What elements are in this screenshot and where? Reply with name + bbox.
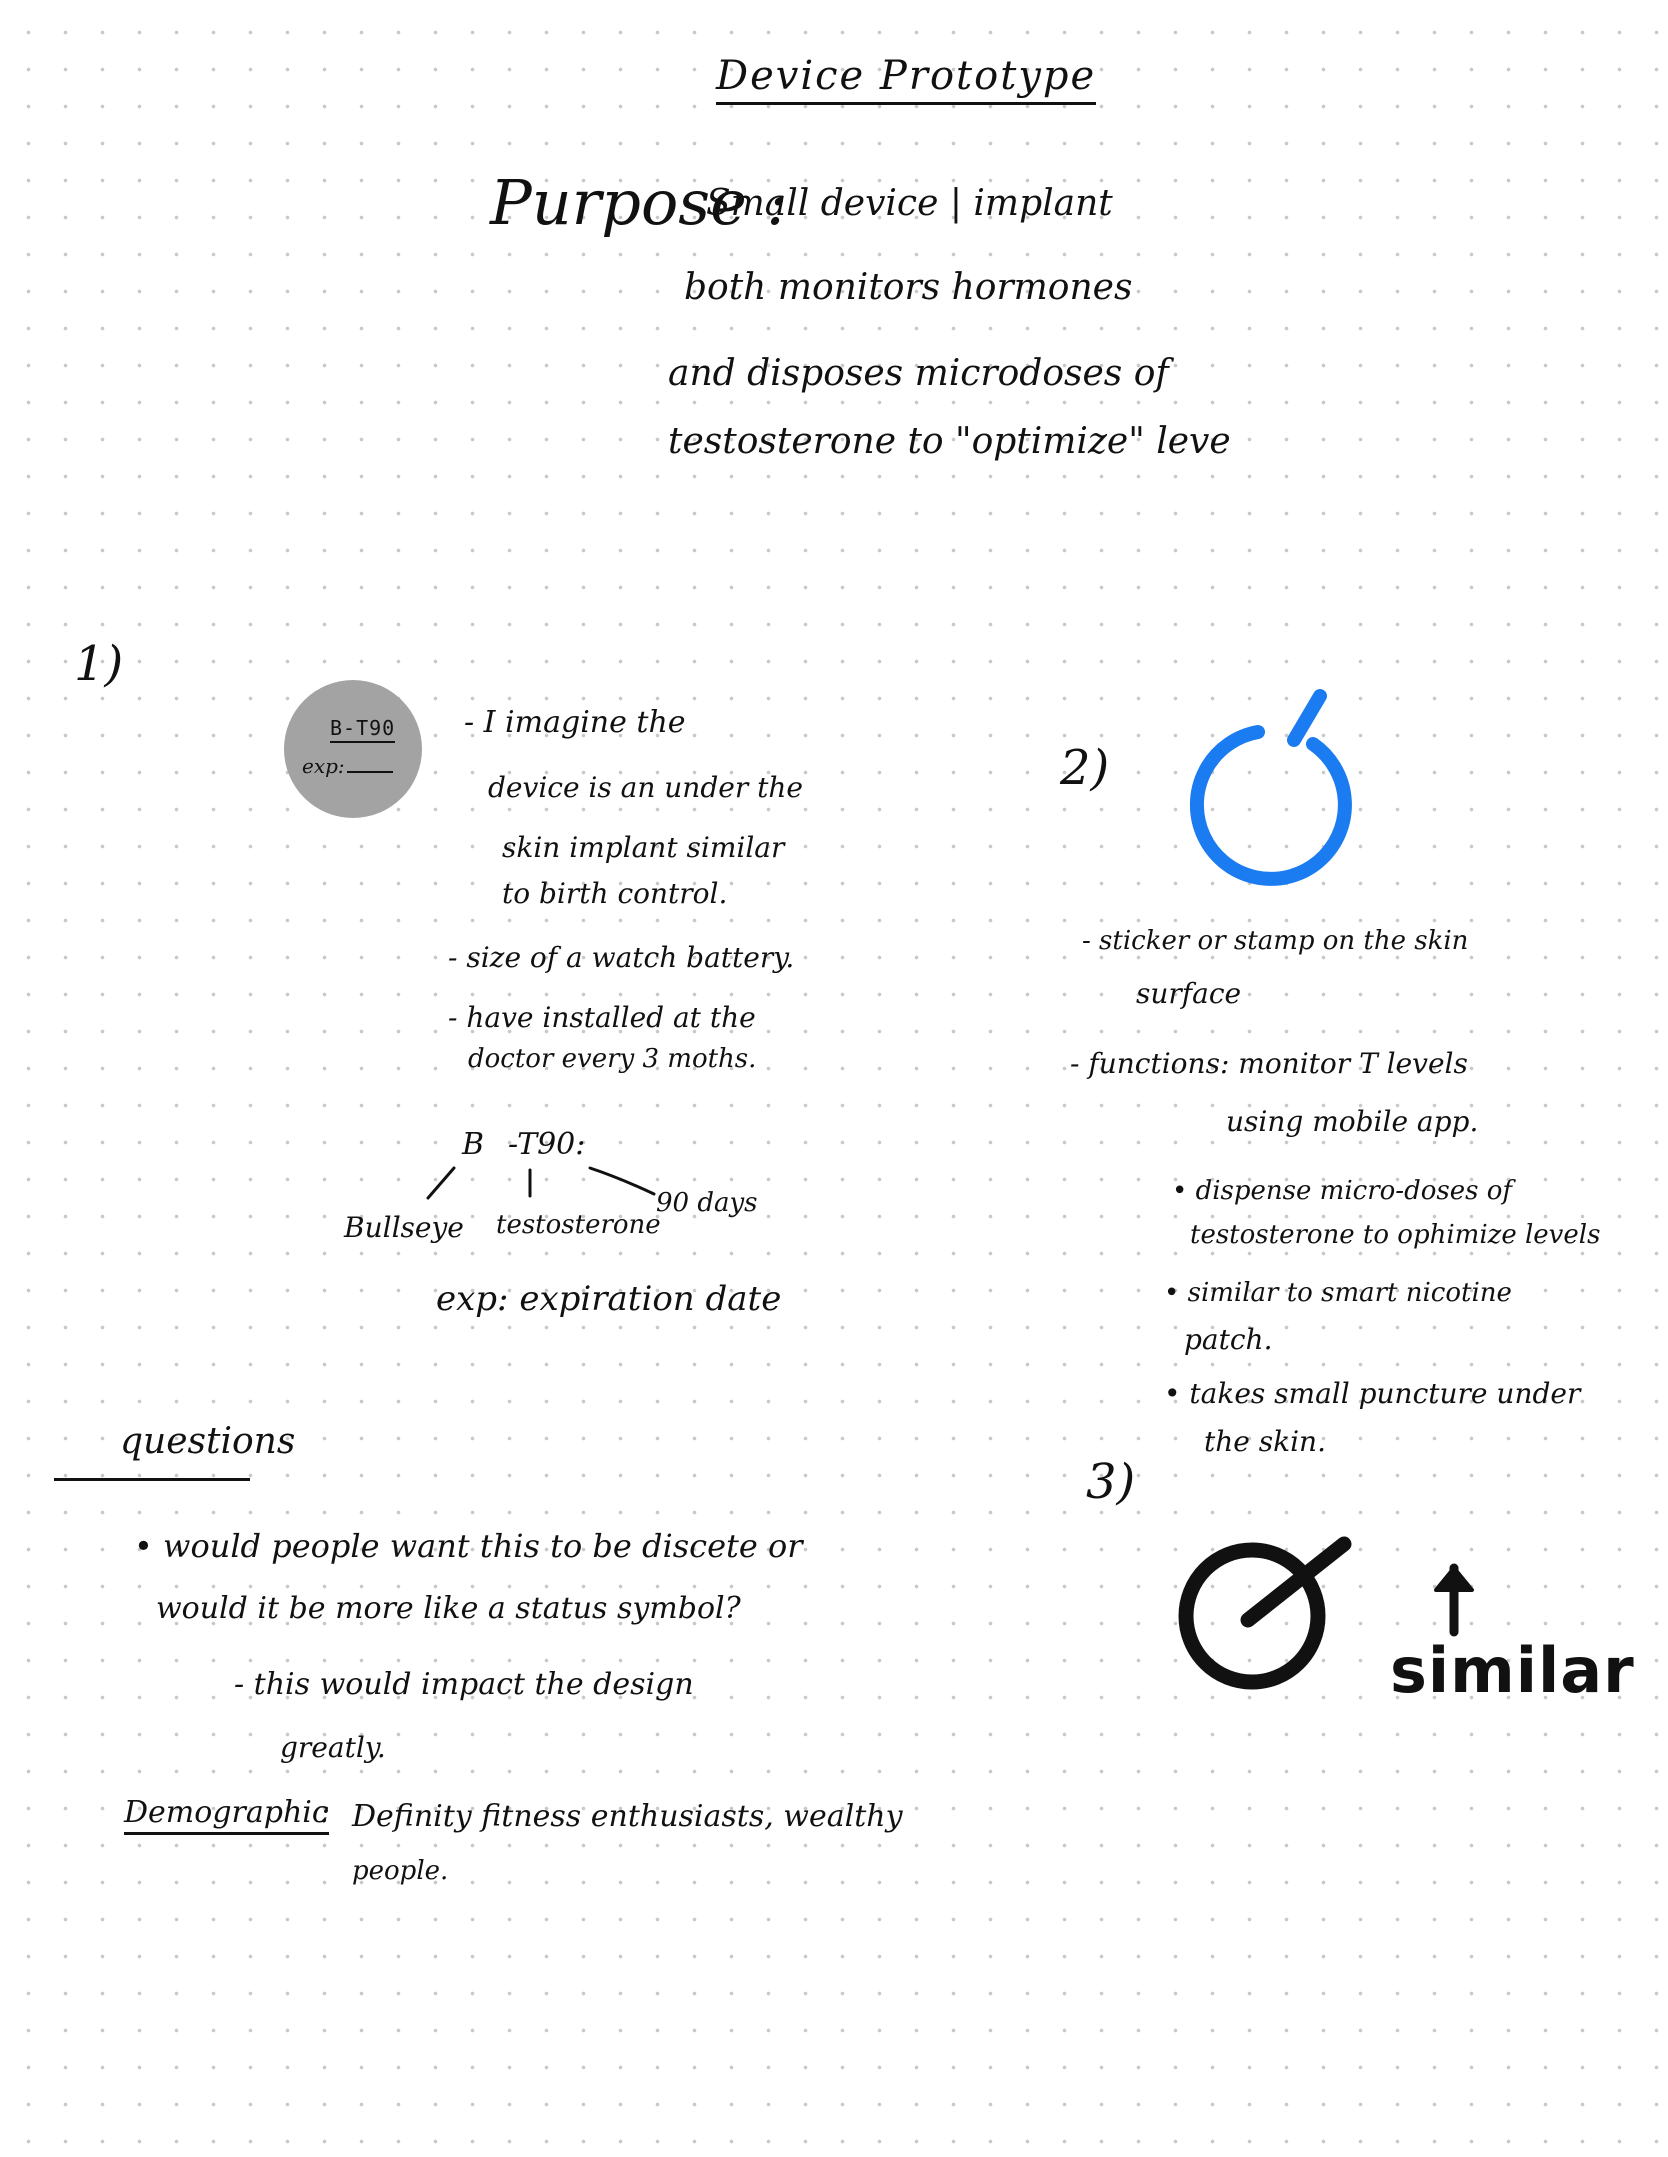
code-meaning-bullseye: Bullseye (344, 1211, 464, 1244)
question-line: would it be more like a status symbol? (156, 1591, 741, 1626)
idea-2-line: • dispense micro-doses of (1172, 1176, 1512, 1206)
idea-1-line: device is an under the (488, 771, 803, 804)
question-line: - this would impact the design (234, 1667, 694, 1702)
implant-disc-illustration: B-T90 exp: (284, 680, 422, 818)
idea-2-line: - sticker or stamp on the skin (1082, 926, 1469, 956)
idea-2-line: the skin. (1204, 1425, 1326, 1458)
idea-1-line: skin implant similar (502, 831, 785, 864)
implant-disc-exp: exp: (302, 756, 393, 776)
blue-power-ring-icon (1189, 689, 1352, 886)
up-arrow-icon (1434, 1563, 1474, 1637)
demographic-text: people. (352, 1856, 449, 1886)
code-part-b: B (462, 1127, 485, 1162)
idea-2-line: • similar to smart nicotine (1164, 1278, 1512, 1308)
purpose-label: Purpose : (490, 166, 788, 239)
code-meaning-testosterone: testosterone (496, 1210, 661, 1240)
purpose-line: and disposes microdoses of (668, 353, 1169, 394)
implant-disc-exp-label: exp: (302, 754, 345, 778)
questions-heading: questions (120, 1421, 296, 1462)
black-power-ring-icon (1178, 1536, 1352, 1690)
demographic-text: Definity fitness enthusiasts, wealthy (352, 1799, 903, 1834)
implant-disc-code: B-T90 (330, 718, 396, 743)
question-line: greatly. (280, 1731, 386, 1764)
idea-1-bullet: - have installed at the (448, 1001, 756, 1034)
code-meaning-90-days: 90 days (656, 1188, 758, 1218)
idea-2-line: • takes small puncture under (1164, 1377, 1581, 1410)
purpose-line: testosterone to "optimize" leve (668, 421, 1231, 462)
idea-2-line: testosterone to ophimize levels (1190, 1220, 1601, 1250)
question-line: • would people want this to be discete o… (134, 1527, 803, 1565)
similar-note: similar (1390, 1634, 1635, 1707)
idea-1-line: - I imagine the (464, 705, 686, 740)
idea-3-number: 3) (1086, 1454, 1136, 1510)
idea-1-bullet: doctor every 3 moths. (468, 1044, 757, 1074)
idea-2-number: 2) (1060, 740, 1110, 796)
exp-note: exp: expiration date (436, 1279, 782, 1319)
purpose-line: both monitors hormones (684, 267, 1133, 308)
demographic-separator: : (320, 1795, 331, 1830)
purpose-line: Small device | implant (706, 183, 1113, 224)
questions-underline (54, 1478, 250, 1481)
implant-disc-exp-blank (346, 771, 393, 773)
idea-1-line: to birth control. (502, 877, 728, 910)
page-title: Device Prototype (716, 56, 1097, 105)
code-part-t90: -T90: (508, 1127, 586, 1162)
idea-2-line: patch. (1184, 1323, 1273, 1356)
idea-1-number: 1) (74, 636, 124, 692)
idea-1-bullet: - size of a watch battery. (448, 941, 795, 974)
demographic-label: Demographic (124, 1798, 329, 1835)
idea-2-line: - functions: monitor T levels (1070, 1047, 1468, 1080)
idea-2-line: surface (1136, 977, 1242, 1010)
idea-2-line: using mobile app. (1226, 1105, 1479, 1138)
